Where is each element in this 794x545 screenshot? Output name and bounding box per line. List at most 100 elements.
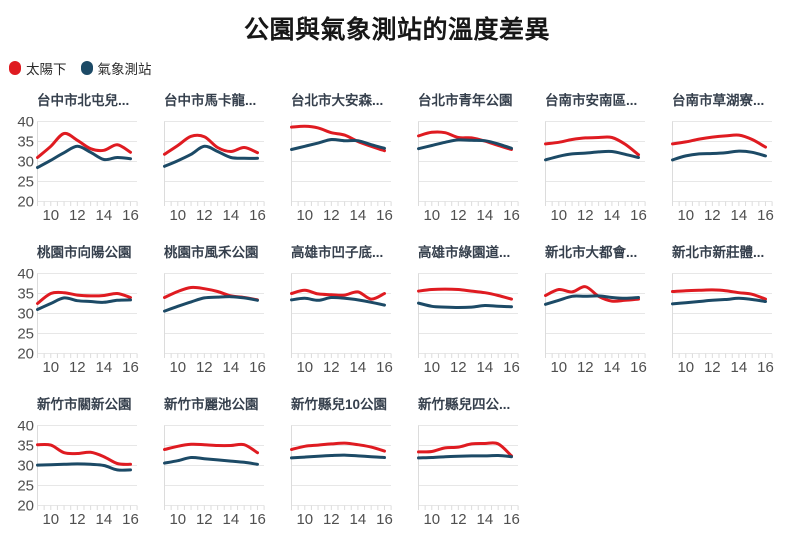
- x-tick-label: 12: [69, 359, 86, 376]
- chart-title: 台北市青年公園: [418, 93, 513, 108]
- y-axis: 40 35 30 25 20: [17, 269, 34, 363]
- mini-chart-cell: 高雄市凹子底... 10 12 14 16: [290, 243, 393, 376]
- x-tick-label: 16: [503, 207, 520, 224]
- line-chart-plot: 10 12 14 16: [163, 425, 266, 528]
- chart-title: 新竹市麗池公園: [164, 397, 259, 412]
- x-tick-label: 16: [249, 359, 266, 376]
- chart-title: 新竹市關新公園: [37, 397, 132, 412]
- x-tick-label: 16: [630, 207, 647, 224]
- y-tick-label: 20: [17, 194, 34, 211]
- mini-chart-cell: 台北市大安森... 10 12 14 16: [290, 91, 393, 224]
- line-chart-plot: 10 12 14 16: [417, 273, 520, 376]
- sun-temperature-line: [417, 287, 513, 301]
- x-tick-label: 12: [450, 207, 467, 224]
- mini-chart-cell: 台中市北屯兒... 10 12 14 16: [36, 91, 139, 224]
- sun-temperature-line: [671, 288, 767, 301]
- x-tick-label: 10: [42, 511, 59, 528]
- x-tick-label: 12: [196, 207, 213, 224]
- x-tick-label: 14: [350, 359, 367, 376]
- x-tick-label: 10: [423, 511, 440, 528]
- station-temperature-line: [544, 294, 640, 306]
- y-tick-label: 20: [17, 498, 34, 515]
- line-chart-plot: 10 12 14 16: [290, 425, 393, 528]
- x-tick-label: 14: [223, 207, 240, 224]
- station-temperature-line: [163, 295, 259, 313]
- x-tick-label: 14: [223, 511, 240, 528]
- x-tick-label: 16: [376, 511, 393, 528]
- y-tick-label: 35: [17, 438, 34, 455]
- x-tick-label: 14: [223, 359, 240, 376]
- x-tick-label: 10: [42, 359, 59, 376]
- x-tick-label: 12: [196, 359, 213, 376]
- mini-chart-cell: 新竹縣兒四公... 10 12 14 16: [417, 395, 520, 528]
- legend-label-station: 氣象測站: [97, 62, 152, 77]
- x-tick-label: 16: [757, 207, 774, 224]
- x-tick-label: 10: [169, 511, 186, 528]
- y-tick-label: 40: [17, 117, 34, 131]
- mini-chart-cell: 台北市青年公園 10 12 14 16: [417, 91, 520, 224]
- x-tick-label: 10: [550, 359, 567, 376]
- y-axis: 40 35 30 25 20: [17, 117, 34, 211]
- x-tick-label: 10: [42, 207, 59, 224]
- y-axis-gutter: 40 35 30 25 20: [8, 395, 37, 527]
- x-tick-label: 16: [630, 359, 647, 376]
- chart-title: 高雄市綠園道...: [418, 245, 511, 260]
- mini-chart-cell: 桃園市向陽公園 10 12 14 16: [36, 243, 139, 376]
- sun-temperature-line: [36, 290, 132, 305]
- chart-title: 台南市草湖寮...: [672, 93, 765, 108]
- y-axis-gutter: 40 35 30 25 20: [8, 91, 37, 223]
- x-tick-label: 12: [196, 511, 213, 528]
- mini-chart-cell: 新竹市麗池公園 10 12 14 16: [163, 395, 266, 528]
- sun-temperature-line: [290, 441, 386, 453]
- y-axis-spacer: [8, 395, 37, 421]
- x-tick-label: 10: [169, 359, 186, 376]
- y-axis-spacer: [8, 243, 37, 269]
- x-tick-label: 12: [450, 511, 467, 528]
- station-temperature-line: [417, 453, 513, 460]
- y-tick-label: 30: [17, 306, 34, 323]
- legend-item-station: 氣象測站: [80, 58, 152, 78]
- y-axis: 40 35 30 25 20: [17, 421, 34, 515]
- sun-temperature-line: [671, 133, 767, 149]
- sun-temperature-line: [544, 285, 640, 303]
- x-tick-label: 12: [323, 207, 340, 224]
- line-chart-plot: 10 12 14 16: [671, 273, 774, 376]
- legend-label-sun: 太陽下: [26, 62, 67, 77]
- y-tick-label: 30: [17, 154, 34, 171]
- chart-title: 新竹縣兒四公...: [418, 397, 511, 412]
- x-tick-label: 14: [731, 207, 748, 224]
- x-tick-label: 10: [296, 359, 313, 376]
- chart-title: 台中市馬卡龍...: [164, 93, 257, 108]
- mini-chart-cell: 高雄市綠園道... 10 12 14 16: [417, 243, 520, 376]
- x-tick-label: 14: [604, 207, 621, 224]
- chart-title: 台南市安南區...: [545, 93, 638, 108]
- mini-chart-cell: 台南市安南區... 10 12 14 16: [544, 91, 647, 224]
- line-chart-plot: 10 12 14 16: [163, 121, 266, 224]
- mini-chart-cell: 台中市馬卡龍... 10 12 14 16: [163, 91, 266, 224]
- station-temperature-line: [671, 149, 767, 162]
- chart-title: 桃園市向陽公園: [37, 245, 132, 260]
- station-temperature-line: [290, 295, 386, 307]
- x-tick-label: 10: [677, 359, 694, 376]
- x-tick-label: 12: [69, 511, 86, 528]
- line-chart-plot: 10 12 14 16: [544, 121, 647, 224]
- x-tick-label: 12: [704, 359, 721, 376]
- chart-row: 40 35 30 25 20 新竹市關新公園 10 12 14 16 新竹市麗池公園 10 12 14 16…: [8, 395, 786, 528]
- small-multiples-grid: 40 35 30 25 20 台中市北屯兒... 10 12 14 16 台中市馬卡龍... 10 12…: [8, 91, 786, 528]
- x-tick-label: 12: [323, 511, 340, 528]
- sun-temperature-line: [417, 441, 513, 458]
- page-title: 公園與氣象測站的溫度差異: [243, 16, 550, 44]
- station-temperature-line: [36, 144, 132, 169]
- x-tick-label: 14: [477, 359, 494, 376]
- line-chart-plot: 10 12 14 16: [36, 425, 139, 528]
- station-temperature-line: [163, 144, 259, 168]
- line-chart-plot: 10 12 14 16: [290, 121, 393, 224]
- y-axis-spacer: [8, 91, 37, 117]
- chart-row: 40 35 30 25 20 台中市北屯兒... 10 12 14 16 台中市馬卡龍... 10 12…: [8, 91, 786, 224]
- x-tick-label: 16: [376, 207, 393, 224]
- x-tick-label: 16: [376, 359, 393, 376]
- x-tick-label: 10: [423, 207, 440, 224]
- x-tick-label: 12: [577, 207, 594, 224]
- x-tick-label: 14: [350, 511, 367, 528]
